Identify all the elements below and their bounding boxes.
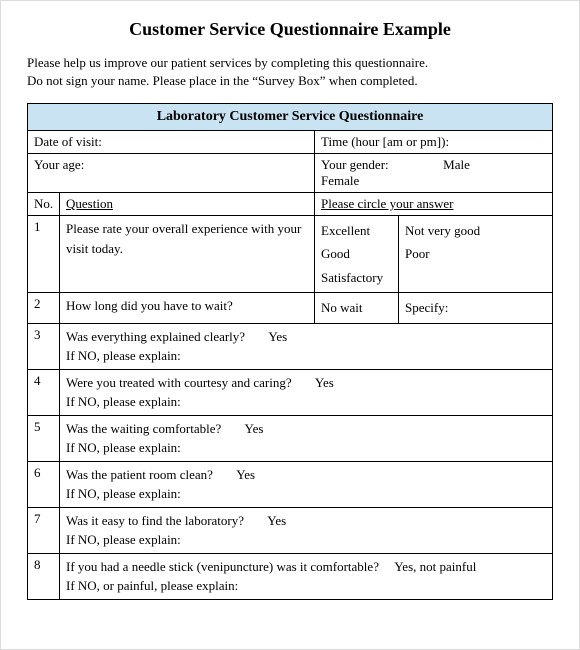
- q-line1: Was the waiting comfortable?: [66, 421, 221, 436]
- col-no: No.: [28, 193, 60, 216]
- question-row: 4 Were you treated with courtesy and car…: [28, 369, 553, 415]
- q-line1: Was it easy to find the laboratory?: [66, 513, 244, 528]
- question-row: 8 If you had a needle stick (venipunctur…: [28, 553, 553, 599]
- q-yes: Yes: [236, 465, 255, 485]
- intro-line-2: Do not sign your name. Please place in t…: [27, 73, 418, 88]
- q-yes: Yes: [245, 419, 264, 439]
- q-yes: Yes, not painful: [394, 557, 476, 577]
- question-row: 1 Please rate your overall experience wi…: [28, 216, 553, 293]
- q-text-block: Was it easy to find the laboratory? Yes …: [60, 507, 553, 553]
- q-text-block: If you had a needle stick (venipuncture)…: [60, 553, 553, 599]
- q-line2: If NO, please explain:: [66, 532, 181, 547]
- q-number: 7: [28, 507, 60, 553]
- question-row: 3 Was everything explained clearly? Yes …: [28, 323, 553, 369]
- q-line1: Was the patient room clean?: [66, 467, 213, 482]
- q-line2: If NO, please explain:: [66, 486, 181, 501]
- q-line2: If NO, please explain:: [66, 394, 181, 409]
- q-text-block: Was everything explained clearly? Yes If…: [60, 323, 553, 369]
- q-yes: Yes: [267, 511, 286, 531]
- gender-label: Your gender:: [321, 157, 389, 172]
- age-label: Your age:: [28, 154, 315, 193]
- col-answer: Please circle your answer: [315, 193, 553, 216]
- question-row: 2 How long did you have to wait? No wait…: [28, 293, 553, 323]
- q-line1: Were you treated with courtesy and carin…: [66, 375, 292, 390]
- question-row: 5 Was the waiting comfortable? Yes If NO…: [28, 415, 553, 461]
- questionnaire-table: Laboratory Customer Service Questionnair…: [27, 103, 553, 600]
- question-row: 7 Was it easy to find the laboratory? Ye…: [28, 507, 553, 553]
- q-answer-col2: Not very goodPoor: [399, 216, 553, 293]
- q-answer-col2: Specify:: [399, 293, 553, 323]
- gender-female: Female: [321, 173, 359, 188]
- q-line1: Was everything explained clearly?: [66, 329, 245, 344]
- q-text: How long did you have to wait?: [60, 293, 315, 323]
- age-gender-row: Your age: Your gender: Male Female: [28, 154, 553, 193]
- page-frame: Customer Service Questionnaire Example P…: [0, 0, 580, 650]
- date-time-row: Date of visit: Time (hour [am or pm]):: [28, 131, 553, 154]
- q-answer-col1: No wait: [315, 293, 399, 323]
- column-header-row: No. Question Please circle your answer: [28, 193, 553, 216]
- q-number: 1: [28, 216, 60, 293]
- banner-cell: Laboratory Customer Service Questionnair…: [28, 104, 553, 131]
- q-line1: If you had a needle stick (venipuncture)…: [66, 559, 379, 574]
- intro-text: Please help us improve our patient servi…: [27, 54, 553, 89]
- q-number: 4: [28, 369, 60, 415]
- q-text-block: Was the patient room clean? Yes If NO, p…: [60, 461, 553, 507]
- q-number: 2: [28, 293, 60, 323]
- date-label: Date of visit:: [28, 131, 315, 154]
- q-number: 6: [28, 461, 60, 507]
- gender-cell: Your gender: Male Female: [315, 154, 553, 193]
- q-yes: Yes: [268, 327, 287, 347]
- q-answer-col1: ExcellentGoodSatisfactory: [315, 216, 399, 293]
- q-number: 5: [28, 415, 60, 461]
- intro-line-1: Please help us improve our patient servi…: [27, 55, 428, 70]
- col-question: Question: [60, 193, 315, 216]
- gender-male: Male: [443, 157, 470, 172]
- q-yes: Yes: [315, 373, 334, 393]
- q-number: 3: [28, 323, 60, 369]
- time-label: Time (hour [am or pm]):: [315, 131, 553, 154]
- banner-row: Laboratory Customer Service Questionnair…: [28, 104, 553, 131]
- q-number: 8: [28, 553, 60, 599]
- q-text-block: Was the waiting comfortable? Yes If NO, …: [60, 415, 553, 461]
- q-text-block: Were you treated with courtesy and carin…: [60, 369, 553, 415]
- page-title: Customer Service Questionnaire Example: [27, 19, 553, 40]
- q-line2: If NO, please explain:: [66, 440, 181, 455]
- q-line2: If NO, or painful, please explain:: [66, 578, 238, 593]
- q-text: Please rate your overall experience with…: [60, 216, 315, 293]
- question-row: 6 Was the patient room clean? Yes If NO,…: [28, 461, 553, 507]
- q-line2: If NO, please explain:: [66, 348, 181, 363]
